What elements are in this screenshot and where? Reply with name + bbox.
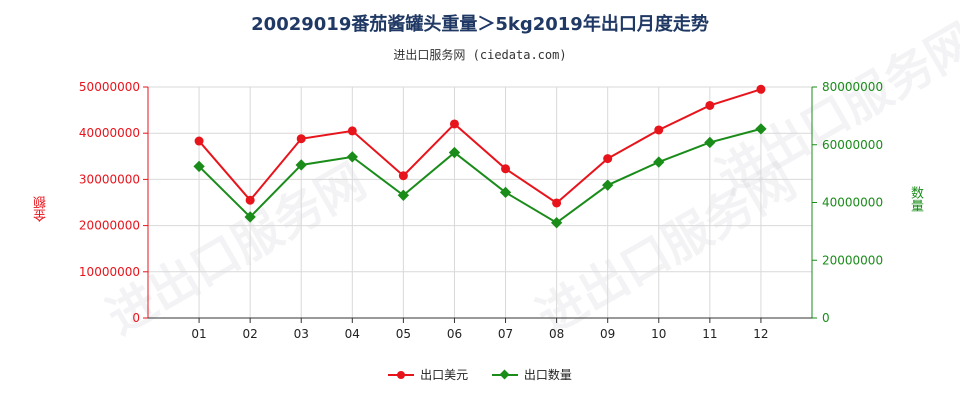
legend-item-quantity[interactable]: 出口数量	[491, 366, 572, 383]
data-point-quantity	[295, 159, 307, 171]
y-tick-label-left: 30000000	[79, 172, 140, 186]
x-tick-label: 10	[651, 327, 666, 341]
y-tick-label-left: 20000000	[79, 219, 140, 233]
legend-swatch-amount	[388, 370, 415, 380]
data-point-amount	[398, 171, 408, 181]
data-point-amount	[552, 198, 562, 208]
x-tick-label: 03	[294, 327, 309, 341]
y-tick-label-left: 0	[132, 311, 140, 325]
x-tick-label: 08	[549, 327, 564, 341]
data-point-quantity	[244, 211, 256, 223]
x-tick-label: 07	[498, 327, 513, 341]
data-point-amount	[347, 126, 357, 136]
data-point-quantity	[704, 136, 716, 149]
x-tick-label: 04	[345, 327, 360, 341]
y-tick-label-left: 40000000	[79, 126, 140, 140]
legend-swatch-quantity	[491, 369, 518, 380]
x-tick-label: 02	[243, 327, 258, 341]
data-point-quantity	[448, 146, 461, 159]
x-tick-label: 01	[191, 327, 206, 341]
x-tick-label: 11	[702, 327, 717, 341]
y-tick-label-right: 80000000	[822, 80, 883, 94]
data-point-amount	[705, 100, 715, 110]
data-point-quantity	[602, 179, 614, 191]
y-tick-label-left: 50000000	[79, 80, 140, 94]
y-axis-right-label: 数量	[908, 186, 923, 212]
data-point-amount	[756, 84, 766, 94]
data-point-amount	[194, 136, 204, 146]
data-point-quantity	[550, 217, 563, 229]
x-tick-label: 06	[447, 327, 462, 341]
data-point-quantity	[346, 151, 358, 163]
y-tick-label-right: 0	[822, 311, 830, 325]
legend: 出口美元 出口数量	[0, 366, 960, 383]
chart-title: 20029019番茄酱罐头重量＞5kg2019年出口月度走势	[251, 14, 709, 35]
x-tick-label: 09	[600, 327, 615, 341]
data-point-amount	[501, 164, 511, 174]
data-point-amount	[449, 119, 459, 129]
y-tick-label-right: 40000000	[822, 196, 883, 210]
data-point-amount	[654, 125, 664, 135]
x-tick-label: 05	[396, 327, 411, 341]
data-point-quantity	[499, 186, 512, 199]
legend-label-quantity: 出口数量	[523, 368, 572, 382]
chart-subtitle: 进出口服务网 (ciedata.com)	[393, 48, 567, 62]
legend-label-amount: 出口美元	[420, 368, 469, 382]
data-point-quantity	[397, 189, 410, 201]
data-point-amount	[603, 154, 613, 164]
data-point-amount	[296, 134, 306, 144]
y-tick-label-left: 10000000	[79, 265, 140, 279]
data-point-amount	[245, 195, 255, 205]
series-line-amount	[198, 88, 762, 205]
series-line-quantity	[198, 127, 762, 224]
y-axis-left-label: 金额	[34, 196, 49, 222]
data-point-quantity	[193, 160, 205, 173]
y-tick-label-right: 20000000	[822, 253, 883, 267]
y-tick-label-right: 60000000	[822, 138, 883, 152]
legend-item-amount[interactable]: 出口美元	[388, 366, 468, 383]
x-tick-label: 12	[753, 327, 768, 341]
data-point-quantity	[653, 156, 665, 168]
